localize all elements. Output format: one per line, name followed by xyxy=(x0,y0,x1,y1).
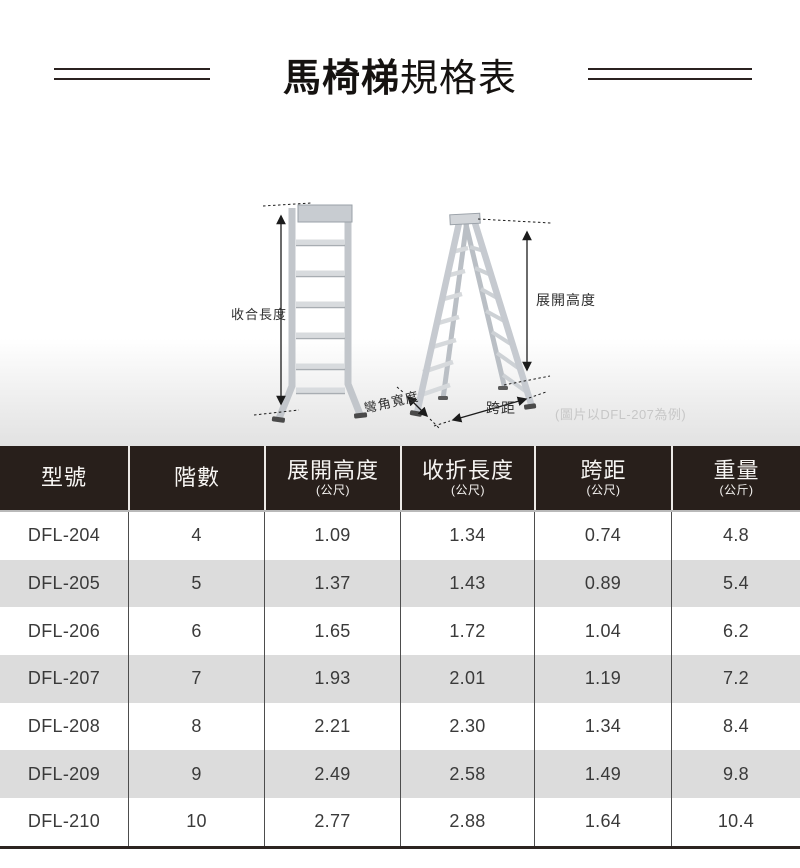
table-cell: 1.34 xyxy=(400,512,534,560)
header-unit: (公尺) xyxy=(451,483,485,497)
table-cell: DFL-208 xyxy=(27,716,101,737)
table-cell: 6 xyxy=(128,607,264,656)
table-cell: 4 xyxy=(128,512,264,560)
open-height-arrow xyxy=(477,218,552,386)
table-cell: 2.88 xyxy=(400,798,534,846)
table-row: DFL-205 5 1.37 1.43 0.89 5.4 xyxy=(0,559,800,608)
ladder-illustration-section: 收合長度 展開高度 彎角寬度 跨距 (圖片以DFL-207為例) xyxy=(0,190,800,446)
table-cell: 1.49 xyxy=(534,750,671,799)
table-cell: 1.37 xyxy=(264,559,400,608)
header-cell-weight: 重量 (公斤) xyxy=(671,446,800,510)
folded-length-label: 收合長度 xyxy=(231,307,288,322)
header-unit: (公尺) xyxy=(586,483,621,497)
table-row: DFL-208 8 2.21 2.30 1.34 8.4 xyxy=(0,702,800,751)
spec-table: 型號 階數 展開高度 (公尺) 收折長度 (公尺) 跨距 (公尺) 重量 (公斤… xyxy=(0,446,800,849)
corner-width-arrow xyxy=(396,386,440,429)
header-cell-span: 跨距 (公尺) xyxy=(534,446,671,510)
table-cell: DFL-205 xyxy=(27,573,101,594)
table-cell: DFL-204 xyxy=(27,525,101,546)
table-cell: DFL-207 xyxy=(27,668,101,689)
header-label: 展開高度 xyxy=(286,458,379,483)
page-title: 馬椅梯規格表 xyxy=(0,57,800,101)
open-ladder-illustration xyxy=(409,212,537,417)
folded-length-arrow xyxy=(253,202,312,416)
table-cell: DFL-206 xyxy=(27,620,101,641)
table-row: DFL-207 7 1.93 2.01 1.19 7.2 xyxy=(0,655,800,703)
folded-ladder-illustration xyxy=(271,204,368,423)
header-label: 型號 xyxy=(40,465,87,490)
span-label: 跨距 xyxy=(486,400,516,416)
header-label: 重量 xyxy=(713,458,760,483)
table-cell: 2.58 xyxy=(400,750,534,799)
ladder-diagram xyxy=(253,202,552,429)
table-cell: 2.01 xyxy=(400,655,534,703)
table-cell: 1.64 xyxy=(534,798,671,846)
table-cell: 1.09 xyxy=(264,512,400,560)
table-cell: 0.74 xyxy=(534,512,671,560)
header-label: 收折長度 xyxy=(421,458,514,483)
example-model-note: (圖片以DFL-207為例) xyxy=(555,407,687,422)
table-cell: 1.72 xyxy=(400,607,534,656)
table-cell: 1.34 xyxy=(534,702,671,751)
table-cell: 6.2 xyxy=(671,607,800,656)
table-cell: 9.8 xyxy=(671,750,800,799)
table-cell: 2.21 xyxy=(264,702,400,751)
table-row: DFL-206 6 1.65 1.72 1.04 6.2 xyxy=(0,607,800,656)
header-cell-folded-length: 收折長度 (公尺) xyxy=(400,446,534,510)
table-row: DFL-209 9 2.49 2.58 1.49 9.8 xyxy=(0,750,800,799)
spec-table-body: DFL-204 4 1.09 1.34 0.74 4.8 DFL-205 5 1.37 1.43 0… xyxy=(0,512,800,846)
table-cell: DFL-210 xyxy=(27,811,101,832)
table-cell: 10.4 xyxy=(671,798,800,846)
table-cell: 1.04 xyxy=(534,607,671,656)
table-row: DFL-204 4 1.09 1.34 0.74 4.8 xyxy=(0,512,800,560)
title-rule-right xyxy=(588,68,752,80)
span-arrow xyxy=(433,391,547,427)
table-cell: 2.77 xyxy=(264,798,400,846)
spec-table-header: 型號 階數 展開高度 (公尺) 收折長度 (公尺) 跨距 (公尺) 重量 (公斤… xyxy=(0,446,800,512)
table-cell: 1.19 xyxy=(534,655,671,703)
open-height-label: 展開高度 xyxy=(536,292,596,308)
table-cell: DFL-209 xyxy=(27,763,101,784)
table-cell: 1.65 xyxy=(264,607,400,656)
page-title-product: 馬椅梯 xyxy=(282,58,400,100)
table-cell: 7 xyxy=(128,655,264,703)
table-cell: 2.30 xyxy=(400,702,534,751)
table-cell: 10 xyxy=(128,798,264,846)
table-row: DFL-210 10 2.77 2.88 1.64 10.4 xyxy=(0,798,800,846)
table-cell: 1.93 xyxy=(264,655,400,703)
table-cell: 4.8 xyxy=(671,512,800,560)
title-rule-left xyxy=(54,68,210,80)
table-cell: 8.4 xyxy=(671,702,800,751)
header-cell-model: 型號 xyxy=(0,446,128,510)
table-cell: 0.89 xyxy=(534,559,671,608)
page-title-suffix: 規格表 xyxy=(400,58,518,100)
title-section: 馬椅梯規格表 xyxy=(0,0,800,130)
header-cell-open-height: 展開高度 (公尺) xyxy=(264,446,400,510)
header-label: 階數 xyxy=(173,465,220,490)
table-cell: 9 xyxy=(128,750,264,799)
header-cell-steps: 階數 xyxy=(128,446,264,510)
table-cell: 2.49 xyxy=(264,750,400,799)
header-unit: (公斤) xyxy=(719,483,754,497)
table-cell: 5.4 xyxy=(671,559,800,608)
table-cell: 8 xyxy=(128,702,264,751)
header-unit: (公尺) xyxy=(316,483,350,497)
table-cell: 5 xyxy=(128,559,264,608)
table-cell: 1.43 xyxy=(400,559,534,608)
table-cell: 7.2 xyxy=(671,655,800,703)
header-label: 跨距 xyxy=(580,458,627,483)
